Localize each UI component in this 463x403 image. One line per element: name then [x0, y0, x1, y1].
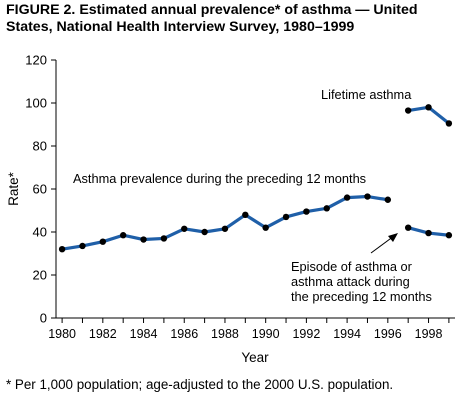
x-tick-label: 1996 — [374, 327, 402, 341]
data-point-1 — [445, 120, 453, 127]
chart-annotations: Rate* Year Lifetime asthma Asthma preval… — [6, 87, 432, 365]
data-point-0 — [323, 205, 330, 212]
chart-series — [58, 104, 453, 253]
data-point-2 — [404, 224, 412, 231]
x-tick-label: 1994 — [333, 327, 361, 341]
data-point-0 — [99, 238, 107, 245]
y-tick-label: 60 — [33, 182, 47, 197]
data-point-0 — [160, 235, 168, 242]
annotation-lifetime-asthma: Lifetime asthma — [321, 87, 412, 102]
y-tick-label: 120 — [25, 53, 47, 68]
x-tick-label: 1992 — [292, 327, 320, 341]
annotation-arrow — [370, 235, 395, 254]
figure-title: FIGURE 2. Estimated annual prevalence* o… — [6, 2, 418, 35]
annotation-episode-line-3: the preceding 12 months — [291, 289, 432, 304]
data-point-0 — [119, 232, 127, 239]
annotation-episode-line-2: asthma attack during — [291, 274, 410, 289]
data-point-0 — [140, 236, 147, 243]
annotation-episode-line-1: Episode of asthma or — [291, 259, 413, 274]
chart-axes: 0 20 40 60 80 100 120 1980 1982 1984 1986 1988 1990 1… — [25, 53, 455, 341]
x-tick-label: 1990 — [252, 327, 280, 341]
data-point-0 — [242, 211, 249, 218]
x-tick-label: 1980 — [48, 327, 76, 341]
data-point-0 — [343, 194, 351, 201]
x-tick-label: 1986 — [170, 327, 198, 341]
data-point-0 — [282, 213, 290, 221]
data-point-2 — [425, 229, 432, 237]
y-tick-label: 80 — [33, 139, 47, 154]
data-point-0 — [79, 242, 86, 250]
series-line-0 — [61, 194, 389, 251]
data-point-0 — [364, 193, 371, 200]
annotation-arrowhead — [388, 233, 398, 242]
y-tick-label: 20 — [33, 268, 47, 283]
y-tick-label: 100 — [25, 96, 47, 111]
data-point-0 — [201, 228, 208, 236]
x-tick-label: 1984 — [130, 327, 158, 341]
figure-footnote: * Per 1,000 population; age-adjusted to … — [6, 377, 394, 392]
data-point-0 — [58, 246, 66, 253]
data-point-2 — [445, 232, 453, 239]
data-point-0 — [384, 196, 392, 203]
data-point-0 — [262, 224, 269, 231]
y-tick-label: 0 — [40, 311, 47, 326]
data-point-1 — [404, 107, 412, 114]
y-axis-label: Rate* — [6, 171, 21, 206]
x-tick-label: 1998 — [415, 327, 443, 341]
x-tick-label: 1982 — [89, 327, 117, 341]
y-tick-label: 40 — [33, 225, 47, 240]
annotation-prevalence-12-months: Asthma prevalence during the preceding 1… — [73, 171, 366, 186]
data-point-0 — [181, 225, 188, 232]
data-point-1 — [425, 104, 432, 111]
x-tick-label: 1988 — [211, 327, 239, 341]
x-axis-label: Year — [241, 350, 269, 365]
data-point-0 — [221, 225, 229, 232]
data-point-0 — [303, 208, 310, 215]
